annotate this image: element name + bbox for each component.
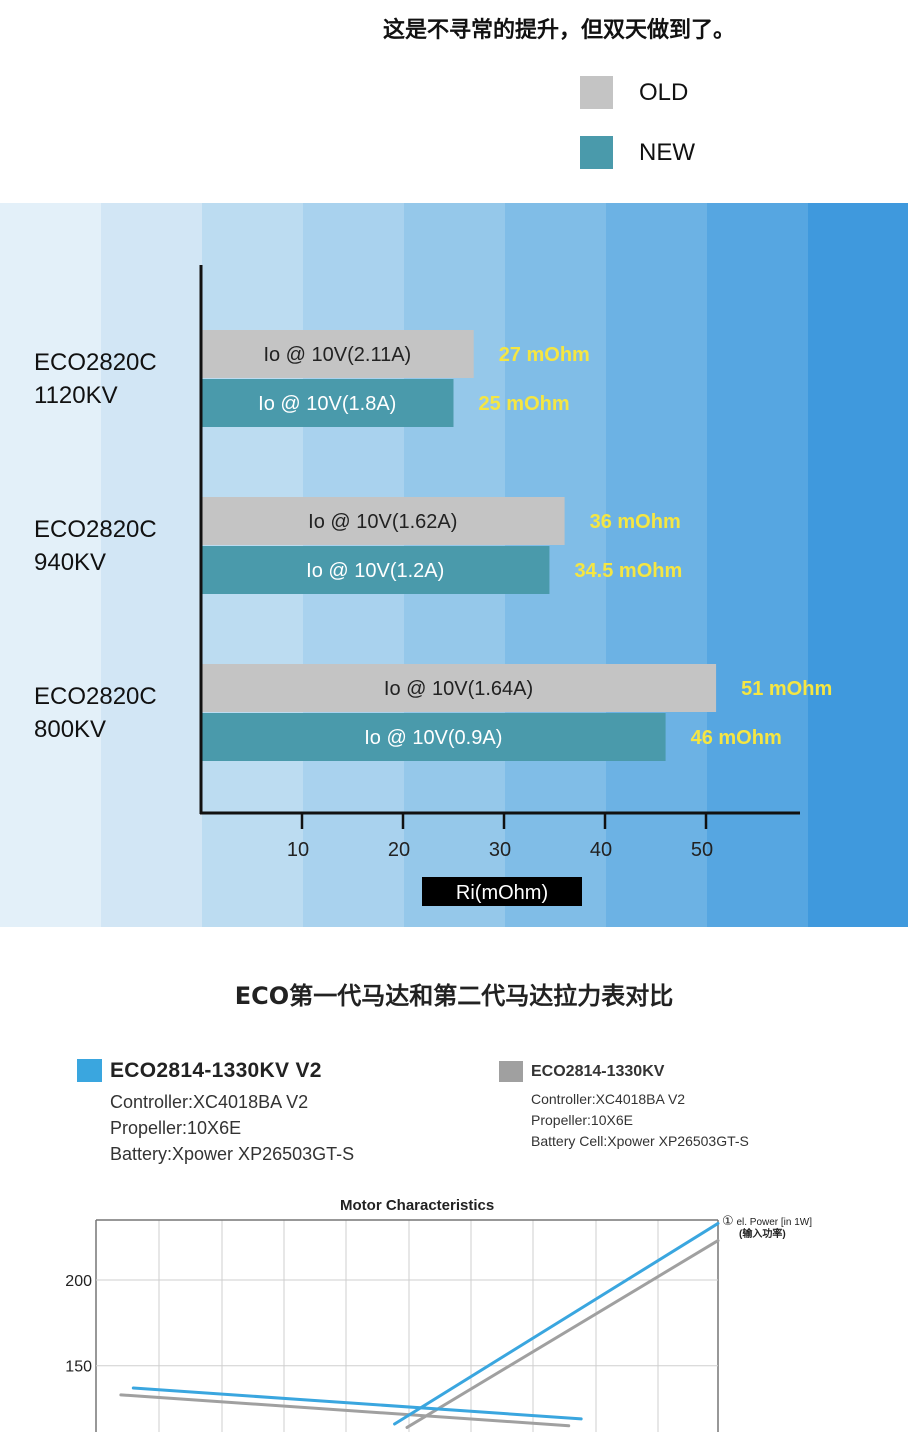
background-band xyxy=(0,203,102,927)
value-label: 27 mOhm xyxy=(499,344,590,366)
category-line1: ECO2820C xyxy=(34,683,157,710)
category-line1: ECO2820C xyxy=(34,516,157,543)
bar-label: Io @ 10V(1.62A) xyxy=(308,511,457,533)
series-line xyxy=(405,1239,720,1429)
motor-chart-title: Motor Characteristics xyxy=(340,1197,495,1214)
series-line xyxy=(119,1393,571,1428)
headline: 这是不寻常的提升，但双天做到了。 xyxy=(382,18,735,43)
category-label-940kv: ECO2820C 940KV xyxy=(34,513,157,579)
annotation-line2: (输入功率) xyxy=(739,1229,786,1240)
legend-swatch-v1 xyxy=(499,1061,523,1082)
value-label: 34.5 mOhm xyxy=(574,560,682,582)
bar-old xyxy=(201,330,474,378)
value-label: 36 mOhm xyxy=(590,511,681,533)
comparison-title: ECO第一代马达和第二代马达拉力表对比 xyxy=(234,982,674,1010)
value-label: 46 mOhm xyxy=(691,727,782,749)
background-band xyxy=(101,203,203,927)
background-band xyxy=(707,203,809,927)
bar-label: Io @ 10V(2.11A) xyxy=(263,344,411,366)
value-label: 51 mOhm xyxy=(741,678,832,700)
spec-battery: Battery Cell:Xpower XP26503GT-S xyxy=(531,1133,749,1149)
background-band xyxy=(606,203,708,927)
category-line2: 800KV xyxy=(34,716,107,743)
bar-new xyxy=(201,546,550,594)
x-axis-label: Ri(mOhm) xyxy=(456,882,548,904)
category-label-800kv: ECO2820C 800KV xyxy=(34,680,157,746)
x-tick-label: 10 xyxy=(287,839,309,861)
x-tick-label: 50 xyxy=(691,839,713,861)
power-annotation: ① el. Power [in 1W] (输入功率) xyxy=(722,1213,813,1241)
bar-old xyxy=(201,664,717,712)
y-tick-label: 200 xyxy=(65,1273,92,1290)
category-label-1120kv: ECO2820C 1120KV xyxy=(34,346,157,412)
category-line2: 1120KV xyxy=(34,382,118,409)
y-tick-label: 150 xyxy=(65,1359,92,1376)
resistance-bar-chart: Io @ 10V(2.11A) 27 mOhm Io @ 10V(1.62A) 36 … xyxy=(0,203,908,927)
bar-label: Io @ 10V(1.8A) xyxy=(258,393,396,415)
series-line xyxy=(393,1221,720,1426)
spec-details-v2: Controller:XC4018BA V2 Propeller:10X6E B… xyxy=(110,1089,354,1167)
spec-name-v2: ECO2814-1330KV V2 xyxy=(110,1059,322,1082)
spec-name-v1: ECO2814-1330KV xyxy=(531,1063,665,1080)
bar-new xyxy=(201,713,666,761)
motor-characteristics-chart: 150 200 xyxy=(65,1219,720,1432)
x-tick-label: 30 xyxy=(489,839,511,861)
legend-label-new: NEW xyxy=(639,139,695,166)
bar-new xyxy=(201,379,454,427)
spec-propeller: Propeller:10X6E xyxy=(110,1118,242,1138)
annotation-marker: ① xyxy=(722,1213,734,1228)
legend-swatch-new xyxy=(580,136,613,169)
bar-label: Io @ 10V(1.2A) xyxy=(306,560,444,582)
x-tick-label: 20 xyxy=(388,839,410,861)
legend-swatch-old xyxy=(580,76,613,109)
bar-label: Io @ 10V(0.9A) xyxy=(364,727,502,749)
spec-controller: Controller:XC4018BA V2 xyxy=(531,1091,686,1107)
spec-details-v1: Controller:XC4018BA V2 Propeller:10X6E B… xyxy=(531,1089,749,1152)
spec-propeller: Propeller:10X6E xyxy=(531,1112,633,1128)
spec-controller: Controller:XC4018BA V2 xyxy=(110,1092,309,1112)
annotation-line1: el. Power [in 1W] xyxy=(736,1217,813,1228)
x-tick-label: 40 xyxy=(590,839,612,861)
bar-old xyxy=(201,497,565,545)
resistance-chart-panel: Io @ 10V(2.11A) 27 mOhm Io @ 10V(1.62A) 36 … xyxy=(0,203,908,927)
background-band xyxy=(808,203,908,927)
legend-swatch-v2 xyxy=(77,1059,102,1082)
value-label: 25 mOhm xyxy=(479,393,570,415)
category-line2: 940KV xyxy=(34,549,107,576)
category-line1: ECO2820C xyxy=(34,349,157,376)
series-line xyxy=(131,1386,583,1421)
spec-battery: Battery:Xpower XP26503GT-S xyxy=(110,1144,355,1164)
bar-label: Io @ 10V(1.64A) xyxy=(384,678,533,700)
legend-label-old: OLD xyxy=(639,79,689,106)
x-axis-label-box xyxy=(422,877,582,906)
